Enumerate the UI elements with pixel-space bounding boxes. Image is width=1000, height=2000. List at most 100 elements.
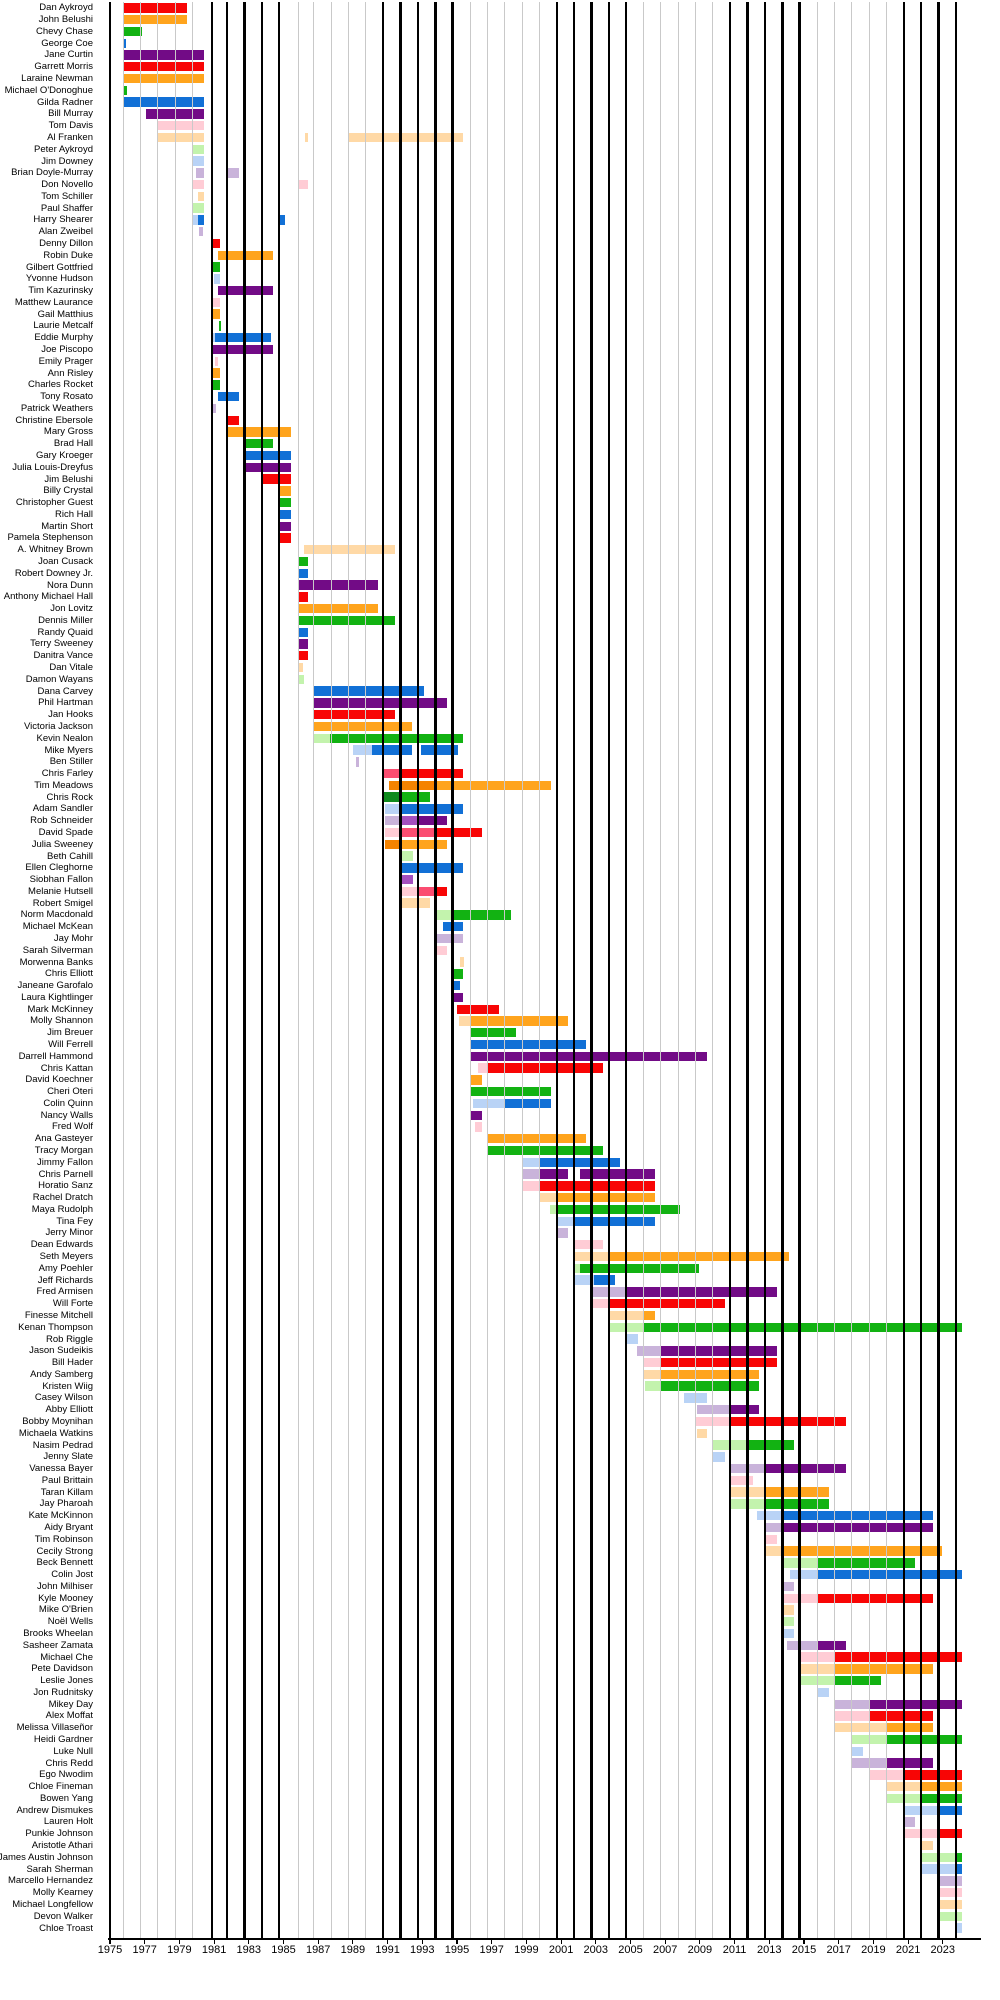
season-gridline-thick: [555, 2, 558, 1938]
tenure-bar-segment: [938, 1805, 962, 1815]
tenure-bar-segment: [227, 427, 291, 437]
tenure-bar-segment: [400, 874, 413, 885]
tenure-bar-segment: [938, 1888, 962, 1898]
tenure-bar-segment: [211, 309, 221, 319]
cast-row-label: Joe Piscopo: [41, 343, 93, 355]
tenure-bar-segment: [195, 168, 205, 178]
tenure-bar-segment: [729, 1475, 753, 1486]
season-gridline-thin: [695, 2, 697, 1938]
season-gridline-thick: [798, 2, 801, 1938]
cast-row-label: Peter Aykroyd: [34, 143, 93, 155]
season-gridline-thick: [781, 2, 784, 1938]
tenure-bar-segment: [643, 1322, 962, 1332]
x-axis-tick-label: 2017: [826, 1944, 851, 1956]
cast-row-label: Christopher Guest: [15, 497, 93, 509]
cast-row-label: Aidy Bryant: [44, 1521, 93, 1533]
cast-row-label: Emily Prager: [38, 355, 93, 367]
x-axis-tick-label: 1989: [340, 1944, 366, 1956]
x-axis-tick-label: 1995: [444, 1944, 470, 1956]
tenure-bar-segment: [730, 1405, 760, 1415]
cast-row-label: Gail Matthius: [37, 308, 93, 320]
cast-row-label: Jay Mohr: [53, 932, 93, 944]
cast-row-label: Chloe Troast: [39, 1922, 93, 1934]
cast-row-label: Ann Risley: [47, 367, 93, 379]
season-gridline-thin: [538, 2, 540, 1938]
season-gridline-thin: [123, 2, 125, 1938]
cast-row-label: Chloe Fineman: [28, 1781, 93, 1793]
cast-row-label: Fred Armisen: [36, 1286, 94, 1298]
x-axis-line: [108, 1938, 981, 1941]
season-gridline-thin: [643, 2, 644, 1938]
cast-row-label: Bowen Yang: [40, 1792, 93, 1804]
cast-row-label: Mary Gross: [43, 426, 93, 438]
cast-row-label: Aristotle Athari: [31, 1840, 93, 1852]
tenure-bar-segment: [400, 851, 413, 861]
cast-row-label: Cheri Oteri: [47, 1086, 93, 1098]
cast-row-label: Leslie Jones: [40, 1675, 93, 1687]
tenure-bar-segment: [800, 1675, 835, 1686]
tenure-bar-segment: [279, 486, 291, 496]
tenure-bar-segment: [521, 1157, 540, 1168]
cast-row-label: Noël Wells: [47, 1616, 93, 1628]
season-gridline-thick: [624, 2, 628, 1938]
cast-row-label: Jay Pharoah: [39, 1498, 93, 1510]
x-axis-tick: [178, 1940, 180, 1944]
cast-row-label: Heidi Gardner: [33, 1734, 93, 1746]
tenure-bar-segment: [782, 1605, 794, 1615]
tenure-bar-segment: [790, 1569, 818, 1580]
cast-row-label: Jon Lovitz: [50, 603, 93, 615]
tenure-bar-segment: [782, 1581, 794, 1592]
tenure-bar-segment: [435, 780, 552, 791]
cast-row-label: Kristen Wiig: [42, 1380, 93, 1392]
tenure-bar-segment: [643, 1357, 661, 1368]
tenure-bar-segment: [279, 215, 286, 225]
x-axis-tick-label: 1979: [167, 1944, 192, 1956]
cast-row-label: Will Ferrell: [48, 1039, 93, 1050]
season-gridline-thin: [191, 2, 193, 1938]
cast-row-label: Colin Jost: [51, 1569, 93, 1581]
cast-row-label: Tracy Morgan: [34, 1145, 93, 1157]
tenure-bar-segment: [903, 1817, 916, 1827]
tenure-bar-segment: [400, 863, 464, 873]
tenure-bar-segment: [123, 50, 205, 60]
cast-row-label: Robert Smigel: [32, 897, 93, 909]
cast-row-label: Dean Edwards: [30, 1239, 93, 1251]
tenure-bar-segment: [192, 215, 198, 225]
cast-row-label: Al Franken: [47, 131, 93, 143]
x-axis-tick: [699, 1940, 701, 1944]
x-axis-tick-label: 2011: [722, 1944, 747, 1956]
tenure-bar-segment: [123, 26, 143, 37]
tenure-bar-segment: [298, 556, 309, 567]
x-axis-tick: [734, 1940, 736, 1944]
tenure-bar-segment: [400, 898, 430, 908]
tenure-bar-segment: [521, 1181, 540, 1191]
tenure-bar-segment: [452, 969, 464, 979]
tenure-bar-segment: [956, 1852, 962, 1863]
tenure-bar-segment: [460, 957, 464, 967]
cast-row-label: Christine Ebersole: [15, 414, 93, 426]
cast-row-label: David Spade: [38, 826, 93, 838]
tenure-bar-segment: [469, 1039, 586, 1050]
tenure-bar-segment: [211, 238, 221, 249]
x-axis-tick-label: 2005: [618, 1944, 643, 1956]
cast-row-label: Ben Stiller: [49, 756, 93, 768]
tenure-bar-segment: [469, 1110, 482, 1120]
tenure-bar-segment: [279, 533, 291, 543]
tenure-bar-segment: [782, 1522, 933, 1533]
x-axis-tick: [456, 1940, 458, 1944]
cast-row-label: Maya Rudolph: [31, 1203, 93, 1215]
cast-row-label: Tina Fey: [56, 1215, 93, 1227]
tenure-bar-segment: [580, 1169, 656, 1179]
x-axis-tick: [768, 1940, 770, 1944]
tenure-bar-segment: [594, 1275, 615, 1285]
cast-row-label: Chris Elliott: [44, 968, 93, 980]
tenure-bar-segment: [764, 1499, 829, 1509]
cast-row-label: Pete Davidson: [31, 1663, 93, 1675]
x-axis-tick: [907, 1940, 909, 1944]
cast-row-label: Chris Rock: [46, 791, 93, 803]
x-axis-tick: [387, 1940, 389, 1944]
tenure-bar-segment: [214, 333, 272, 343]
cast-row-label: Robin Duke: [43, 249, 93, 261]
season-gridline-thick: [572, 2, 576, 1938]
tenure-bar-segment: [400, 804, 464, 814]
